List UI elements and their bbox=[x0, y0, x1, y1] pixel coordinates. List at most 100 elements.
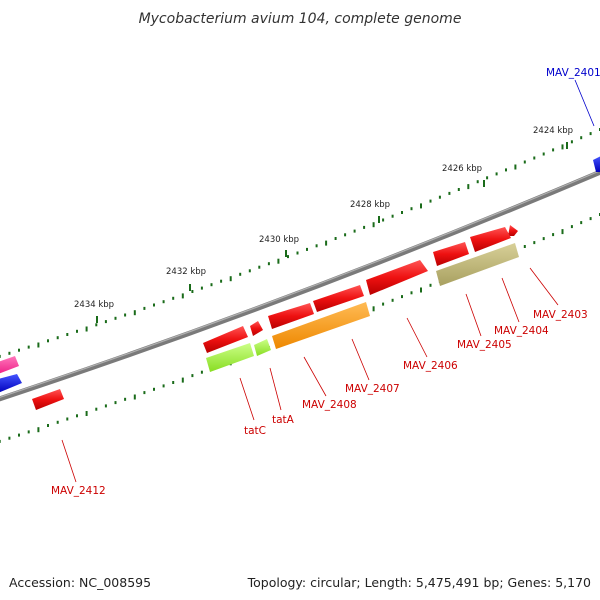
label-mav-2406[interactable]: MAV_2406 bbox=[403, 360, 458, 372]
tick-dot bbox=[27, 430, 30, 434]
tick-dot bbox=[191, 374, 194, 378]
tick-dot bbox=[533, 241, 536, 245]
tick-dot bbox=[410, 207, 413, 211]
label-mav-2403[interactable]: MAV_2403 bbox=[533, 309, 588, 321]
tick-dot bbox=[76, 329, 78, 333]
tick-dot bbox=[382, 218, 385, 222]
genome-backbone-highlight bbox=[0, 170, 600, 398]
tick-dot bbox=[27, 345, 30, 349]
tick-dot bbox=[420, 203, 422, 209]
gene-arrow-mav-2404[interactable] bbox=[470, 227, 511, 252]
kbp-label: 2434 kbp bbox=[74, 300, 114, 310]
tick-dot bbox=[306, 247, 308, 251]
gene-arrow-tatc[interactable] bbox=[203, 326, 248, 353]
tick-dot bbox=[296, 251, 299, 255]
tick-dot bbox=[114, 401, 117, 405]
tick-dot bbox=[248, 269, 251, 273]
feature-green[interactable] bbox=[206, 343, 254, 372]
gene-arrow-mav-2407[interactable] bbox=[313, 285, 364, 312]
tick-dot bbox=[552, 233, 555, 237]
tick-dot bbox=[391, 298, 394, 302]
gene-arrow-mav-2405[interactable] bbox=[433, 242, 469, 266]
tick-dot bbox=[561, 144, 564, 150]
tick-dot bbox=[486, 176, 489, 180]
label-mav-2405[interactable]: MAV_2405 bbox=[457, 339, 512, 351]
connector-mav-2407 bbox=[351, 338, 370, 381]
tick-dot bbox=[172, 381, 175, 384]
tick-dot bbox=[401, 211, 403, 214]
label-mav-2407[interactable]: MAV_2407 bbox=[345, 383, 400, 395]
kbp-label: 2432 kbp bbox=[166, 267, 206, 277]
tick-dot bbox=[580, 221, 583, 225]
tick-dot bbox=[287, 255, 289, 259]
tick-dot bbox=[200, 370, 203, 374]
features-outer bbox=[0, 156, 600, 410]
tick-dot bbox=[104, 404, 107, 408]
tick-dot bbox=[56, 420, 59, 424]
gene-arrow-mav-2408[interactable] bbox=[268, 303, 314, 329]
tick-dot bbox=[124, 313, 127, 317]
tick-dot bbox=[66, 333, 69, 336]
tick-dot bbox=[56, 336, 59, 340]
connector-mav-2404 bbox=[501, 277, 520, 323]
tick-dot bbox=[372, 306, 375, 312]
gene-arrow-edge-blue[interactable] bbox=[0, 374, 22, 393]
gene-labels: MAV_2401 MAV_2403 MAV_2404 MAV_2405 MAV_… bbox=[51, 67, 600, 497]
gene-arrow-edge-pink[interactable] bbox=[0, 356, 19, 374]
tick-dot bbox=[229, 276, 232, 282]
tick-dot bbox=[95, 323, 98, 327]
genome-summary-text: Topology: circular; Length: 5,475,491 bp… bbox=[247, 575, 591, 590]
tick-dot bbox=[429, 199, 432, 203]
tick-dot bbox=[66, 417, 69, 421]
tick-dot bbox=[580, 136, 583, 140]
tick-dot bbox=[589, 217, 592, 221]
tick-dot bbox=[438, 195, 441, 199]
label-mav-2404[interactable]: MAV_2404 bbox=[494, 325, 549, 337]
gene-arrow-mav-2403[interactable] bbox=[508, 225, 518, 236]
tick-dot bbox=[143, 306, 146, 310]
tick-dot bbox=[104, 320, 107, 324]
kbp-label: 2426 kbp bbox=[442, 164, 482, 174]
label-tata[interactable]: tatA bbox=[272, 414, 295, 426]
map-title: Mycobacterium avium 104, complete genome bbox=[139, 11, 462, 27]
connector-mav-2412 bbox=[61, 439, 77, 483]
kbp-scale: 2424 kbp 2426 kbp 2428 kbp 2430 kbp 2432… bbox=[74, 126, 573, 323]
tick-dot bbox=[401, 295, 403, 299]
tick-dot bbox=[391, 214, 394, 218]
tick-dot bbox=[382, 302, 385, 306]
kbp-label: 2428 kbp bbox=[350, 200, 390, 210]
connector-tata bbox=[269, 367, 282, 411]
gene-arrow-tata[interactable] bbox=[250, 321, 263, 336]
tick-dot bbox=[143, 391, 146, 395]
tick-dot bbox=[467, 184, 470, 190]
tick-dot bbox=[162, 300, 165, 304]
tick-dot bbox=[552, 148, 555, 152]
tick-dot bbox=[476, 180, 479, 184]
label-mav-2412[interactable]: MAV_2412 bbox=[51, 485, 106, 497]
tick-dot bbox=[267, 262, 270, 266]
gene-arrow-mav-2412[interactable] bbox=[32, 389, 64, 410]
tick-dot bbox=[162, 384, 165, 388]
genome-backbone bbox=[0, 169, 600, 402]
tick-dot bbox=[0, 354, 1, 358]
connector-mav-2408 bbox=[303, 356, 327, 397]
label-mav-2401[interactable]: MAV_2401 bbox=[546, 67, 600, 79]
feature-green-small[interactable] bbox=[254, 339, 271, 356]
tick-dot bbox=[37, 427, 40, 433]
tick-dot bbox=[542, 152, 545, 156]
tick-dot bbox=[210, 283, 213, 287]
connector-tatc bbox=[239, 377, 255, 421]
tick-dot bbox=[561, 229, 564, 235]
gene-arrow-mav-2406[interactable] bbox=[366, 260, 428, 295]
tick-dot bbox=[133, 394, 136, 400]
label-mav-2408[interactable]: MAV_2408 bbox=[302, 399, 357, 411]
tick-dot bbox=[523, 160, 526, 164]
gene-arrow-mav-2401[interactable] bbox=[593, 156, 600, 172]
tick-dot bbox=[47, 424, 49, 427]
feature-khaki[interactable] bbox=[436, 243, 519, 286]
accession-text: Accession: NC_008595 bbox=[9, 575, 152, 590]
label-tatc[interactable]: tatC bbox=[244, 425, 266, 437]
feature-orange[interactable] bbox=[272, 302, 370, 349]
tick-dot bbox=[457, 188, 460, 191]
